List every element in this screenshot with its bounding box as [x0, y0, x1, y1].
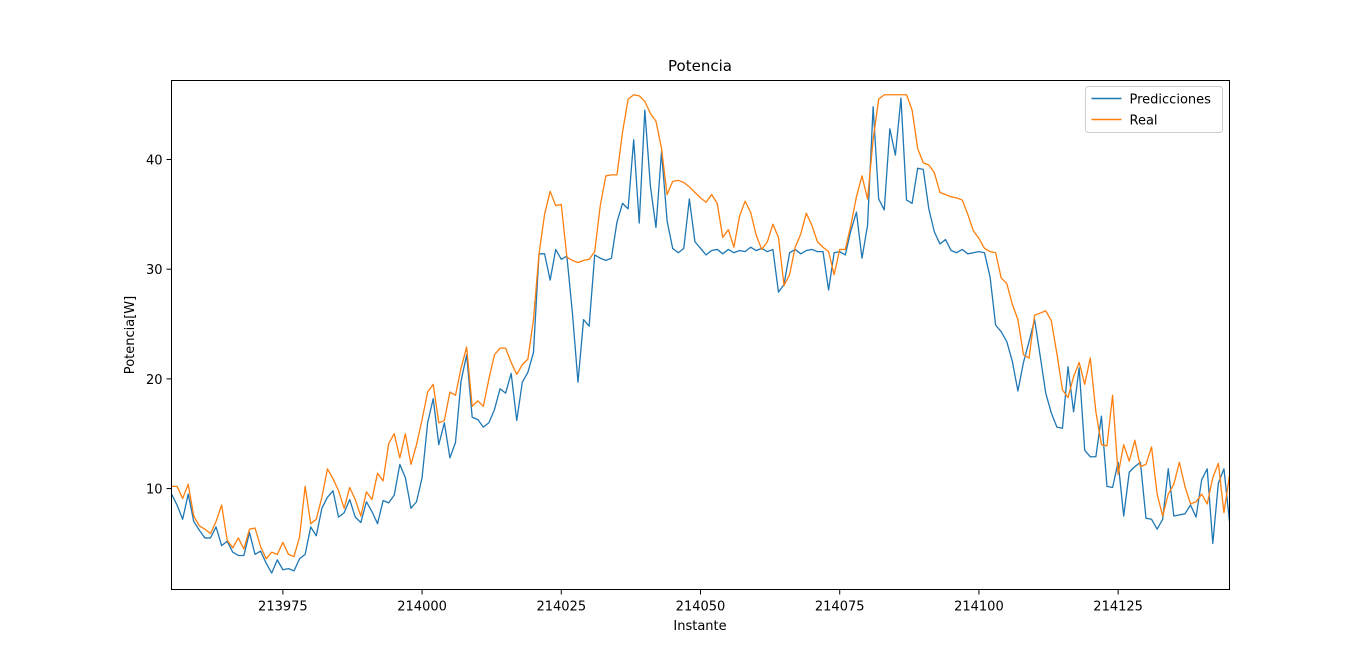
legend: Predicciones Real	[1085, 86, 1223, 133]
legend-label-predicciones: Predicciones	[1130, 93, 1212, 108]
legend-label-real: Real	[1130, 114, 1158, 129]
y-tick-label: 10	[146, 483, 163, 498]
series-line-predicciones	[171, 97, 1230, 574]
y-tick-label: 40	[146, 153, 163, 168]
x-tick-label: 214125	[1093, 600, 1143, 615]
x-axis: 213975 214000 214025 214050 214075 214100 2141…	[258, 589, 1143, 615]
series-line-real	[171, 94, 1230, 560]
y-axis-label: Potencia[W]	[123, 296, 138, 374]
x-tick-label: 214100	[954, 600, 1004, 615]
chart-title: Potencia	[668, 57, 732, 75]
y-axis: 10 20 30 40	[146, 153, 172, 498]
x-tick-label: 214075	[815, 600, 865, 615]
x-axis-label: Instante	[673, 619, 726, 634]
x-tick-label: 213975	[258, 600, 308, 615]
x-tick-label: 214025	[536, 600, 586, 615]
x-tick-label: 214000	[397, 600, 447, 615]
plot-frame	[171, 80, 1230, 590]
y-tick-label: 30	[146, 263, 163, 278]
x-tick-label: 214050	[676, 600, 726, 615]
y-tick-label: 20	[146, 373, 163, 388]
